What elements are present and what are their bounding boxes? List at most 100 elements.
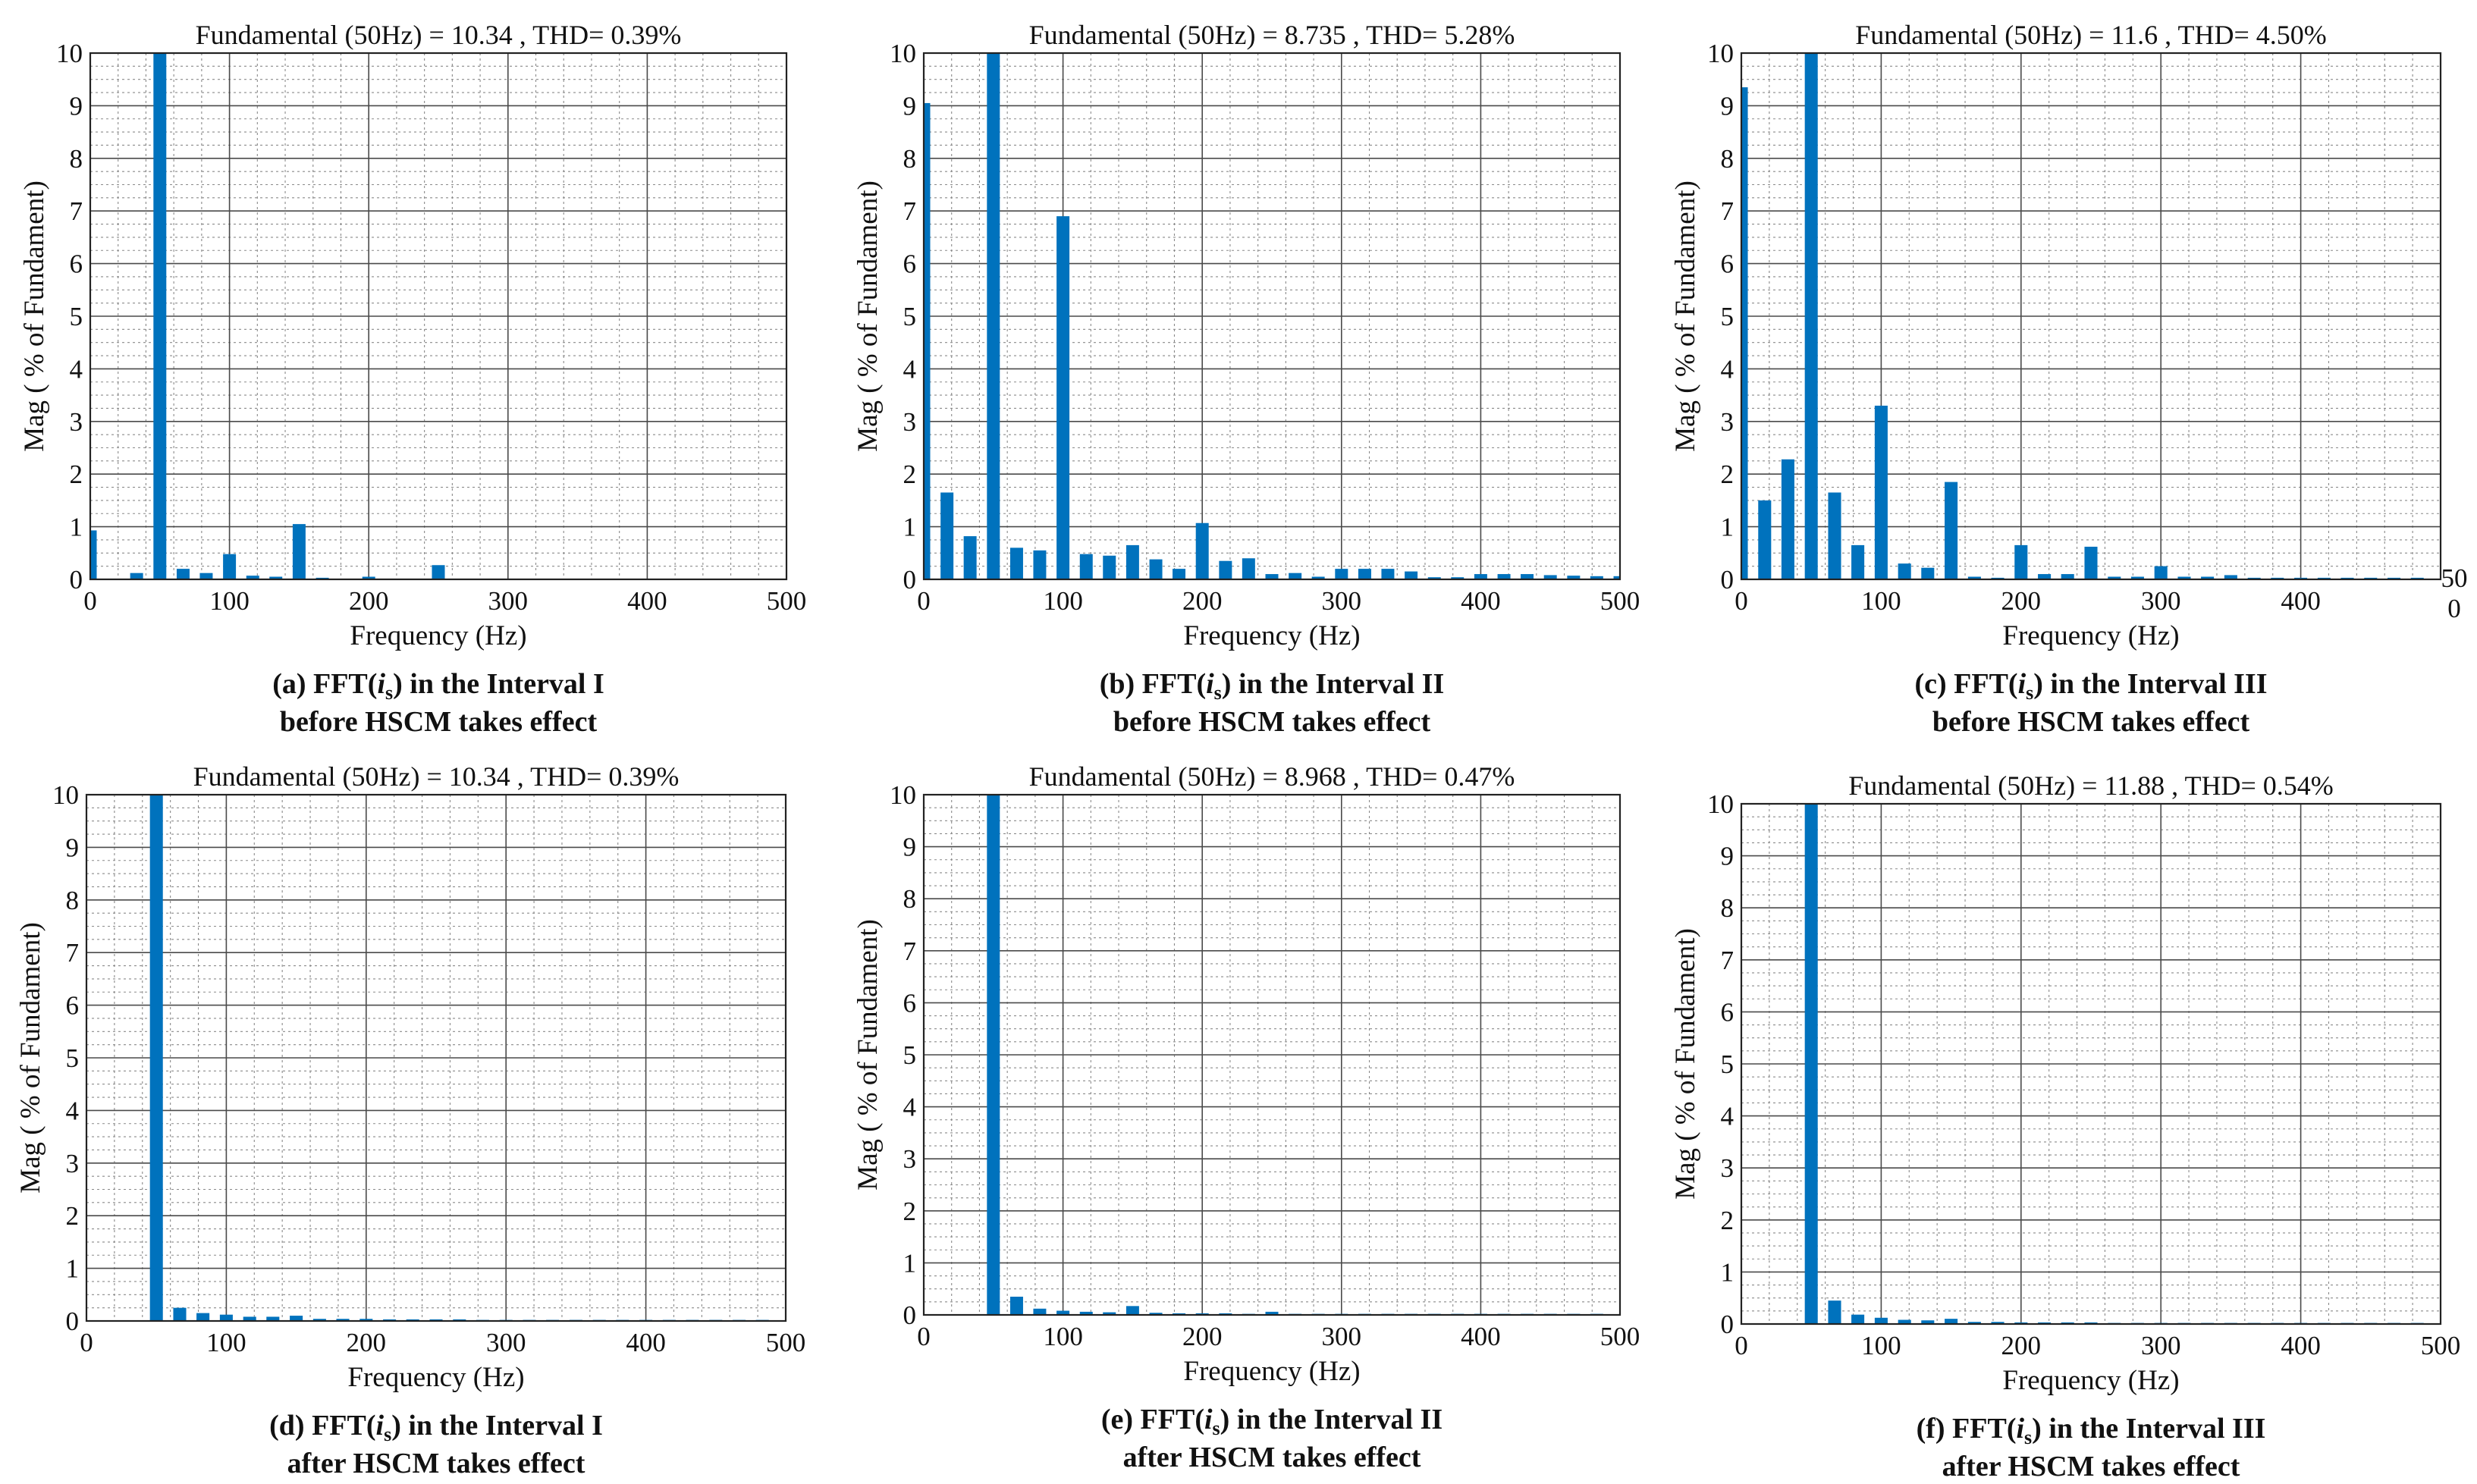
x-tick-label: 200 xyxy=(2001,1331,2042,1360)
bar xyxy=(1079,554,1093,579)
y-tick-label: 1 xyxy=(903,513,917,542)
bar xyxy=(1056,1310,1070,1315)
bar xyxy=(1265,574,1279,579)
x-tick-label: 0 xyxy=(917,1322,931,1351)
bar xyxy=(2014,544,2028,579)
bar xyxy=(1009,1296,1023,1315)
y-tick-label: 2 xyxy=(903,460,917,489)
y-tick-label: 9 xyxy=(1721,842,1735,871)
y-axis-label: Mag ( % of Fundament) xyxy=(852,919,884,1191)
x-axis-label: Frequency (Hz) xyxy=(2002,1365,2179,1396)
bar xyxy=(2130,576,2144,579)
y-tick-label: 8 xyxy=(903,144,917,174)
y-tick-label: 1 xyxy=(903,1248,917,1278)
chart-title: Fundamental (50Hz) = 8.968 , THD= 0.47% xyxy=(1029,761,1515,792)
y-tick-label: 0 xyxy=(66,1307,80,1336)
bar xyxy=(1613,576,1620,579)
bar xyxy=(1451,577,1465,579)
y-tick-label: 4 xyxy=(66,1096,80,1125)
bar xyxy=(1242,558,1255,579)
y-tick-label: 8 xyxy=(1721,893,1735,923)
y-tick-label: 2 xyxy=(1721,460,1735,489)
x-tick-label: 500 xyxy=(767,586,807,616)
y-tick-label: 10 xyxy=(1707,39,1734,68)
y-tick-label: 1 xyxy=(66,1254,80,1284)
chart-title: Fundamental (50Hz) = 10.34 , THD= 0.39% xyxy=(193,761,680,792)
bar xyxy=(1149,1313,1163,1315)
y-tick-label: 0 xyxy=(1721,565,1735,595)
x-tick-label: 500 xyxy=(2421,1331,2461,1360)
x-tick-label: 500 xyxy=(766,1328,806,1357)
bar xyxy=(1497,574,1511,579)
panel-caption: (d) FFT(is) in the Interval I xyxy=(269,1410,603,1445)
x-tick-label: 500 xyxy=(1600,1322,1640,1351)
y-tick-label: 4 xyxy=(903,354,917,384)
y-tick-label: 7 xyxy=(903,196,917,226)
panel-caption-line2: after HSCM takes effect xyxy=(1123,1442,1421,1473)
y-tick-label: 5 xyxy=(903,302,917,331)
y-tick-label: 8 xyxy=(70,144,83,174)
bar xyxy=(1851,1314,1865,1324)
y-tick-label: 5 xyxy=(70,302,83,331)
y-tick-label: 3 xyxy=(66,1149,80,1178)
chart-title: Fundamental (50Hz) = 11.88 , THD= 0.54% xyxy=(1848,770,2334,801)
plot-frame xyxy=(922,52,1622,581)
x-axis-label: Frequency (Hz) xyxy=(347,1362,524,1393)
x-tick-label: 200 xyxy=(1182,1322,1223,1351)
y-tick-label: 7 xyxy=(66,938,80,968)
x-tick-label: 200 xyxy=(349,586,389,616)
y-tick-label: 8 xyxy=(66,886,80,915)
bar xyxy=(176,569,190,579)
bar xyxy=(1311,576,1325,579)
chart-title: Fundamental (50Hz) = 8.735 , THD= 5.28% xyxy=(1029,20,1515,50)
y-tick-label: 6 xyxy=(1721,249,1735,279)
chart-title: Fundamental (50Hz) = 10.34 , THD= 0.39% xyxy=(196,20,682,50)
bar xyxy=(1567,576,1581,579)
bar xyxy=(149,795,163,1321)
y-tick-label: 0 xyxy=(903,565,917,595)
bar xyxy=(246,576,259,579)
bar xyxy=(2224,575,2237,579)
bar xyxy=(2154,566,2168,579)
bar xyxy=(1828,492,1841,579)
y-tick-label: 3 xyxy=(903,1144,917,1174)
panel-caption: (a) FFT(is) in the Interval I xyxy=(272,668,604,704)
bar xyxy=(987,53,1000,579)
bar xyxy=(1173,569,1186,579)
bar xyxy=(1921,1320,1935,1324)
x-axis-label: Frequency (Hz) xyxy=(350,620,526,651)
y-tick-label: 6 xyxy=(70,249,83,279)
bar xyxy=(1543,575,1557,579)
x-tick-label: 300 xyxy=(2141,586,2181,616)
bar xyxy=(359,1319,373,1321)
bar xyxy=(1335,569,1348,579)
x-axis-label: Frequency (Hz) xyxy=(1183,620,1360,651)
chart-panel-e: Fundamental (50Hz) = 8.968 , THD= 0.47% 0… xyxy=(852,761,1640,1473)
bar xyxy=(312,1319,326,1321)
bar xyxy=(1898,563,1911,579)
chart-panel-d: Fundamental (50Hz) = 10.34 , THD= 0.39% 0… xyxy=(15,761,805,1479)
x-tick-label: 400 xyxy=(2281,1331,2321,1360)
y-axis-label: Mag ( % of Fundament) xyxy=(15,922,46,1194)
bar xyxy=(130,573,143,579)
plot-frame xyxy=(1740,52,2442,581)
x-tick-label: 100 xyxy=(1043,586,1083,616)
y-tick-label: 1 xyxy=(1721,1257,1735,1287)
y-tick-label: 4 xyxy=(1721,354,1735,384)
x-tick-label: 200 xyxy=(1182,586,1223,616)
x-tick-label: 0 xyxy=(1735,1331,1748,1360)
bar xyxy=(196,1313,210,1321)
y-tick-label: 7 xyxy=(903,937,917,966)
bar xyxy=(1125,1306,1139,1315)
panel-caption-line2: before HSCM takes effect xyxy=(1932,706,2250,738)
bar xyxy=(1219,560,1232,579)
bar xyxy=(1991,1322,2005,1324)
y-tick-label: 0 xyxy=(903,1300,917,1330)
bar xyxy=(1474,574,1487,579)
bar xyxy=(1874,1317,1888,1324)
bar xyxy=(1195,522,1209,579)
x-axis-label: Frequency (Hz) xyxy=(1183,1356,1360,1387)
